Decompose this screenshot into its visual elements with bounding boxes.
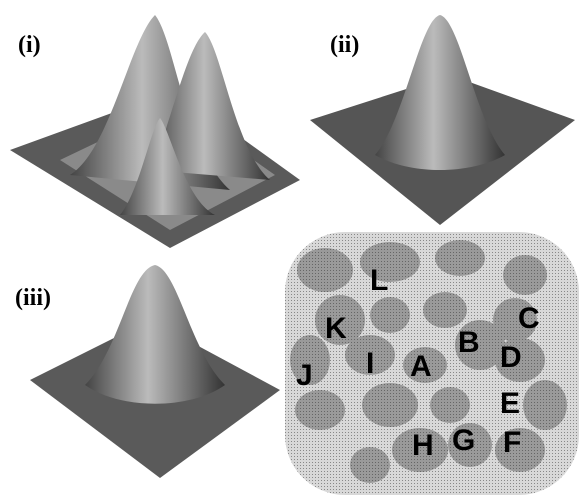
blob-label: J xyxy=(296,359,313,392)
panel-label: (ii) xyxy=(330,32,359,58)
blob-label: G xyxy=(452,424,475,457)
panel-label: (i) xyxy=(18,32,41,58)
blob-label: I xyxy=(366,347,374,380)
blob-label: B xyxy=(458,326,480,359)
blob-label: L xyxy=(370,264,388,297)
blob-label: H xyxy=(412,429,434,462)
figure: (i) (ii) (iii) LK C BD J I A E HGF xyxy=(0,0,579,495)
panel-label: (iii) xyxy=(15,285,51,311)
blob-label: A xyxy=(410,350,432,383)
blob-label: D xyxy=(500,341,522,374)
blob-label: E xyxy=(500,387,520,420)
blob-label: F xyxy=(503,426,521,459)
surface-i xyxy=(10,15,300,248)
surface-iii xyxy=(30,265,280,478)
page: (i)(ii)(iii)LKCBDJIAEHGF (() => { const … xyxy=(0,0,579,495)
blob-label: K xyxy=(325,312,347,345)
blob-label: C xyxy=(518,302,540,335)
